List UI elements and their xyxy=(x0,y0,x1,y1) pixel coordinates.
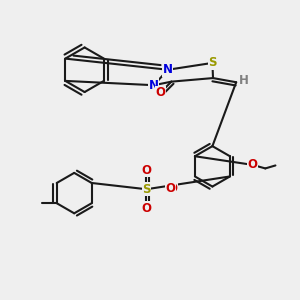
Text: O: O xyxy=(141,164,152,177)
Text: S: S xyxy=(142,183,151,196)
Text: O: O xyxy=(167,182,177,195)
Text: N: N xyxy=(163,63,173,76)
Text: S: S xyxy=(208,56,217,69)
Text: O: O xyxy=(248,158,257,171)
Text: O: O xyxy=(165,182,175,195)
Text: O: O xyxy=(155,86,165,99)
Text: H: H xyxy=(239,74,249,87)
Text: O: O xyxy=(141,202,152,215)
Text: N: N xyxy=(149,79,159,92)
